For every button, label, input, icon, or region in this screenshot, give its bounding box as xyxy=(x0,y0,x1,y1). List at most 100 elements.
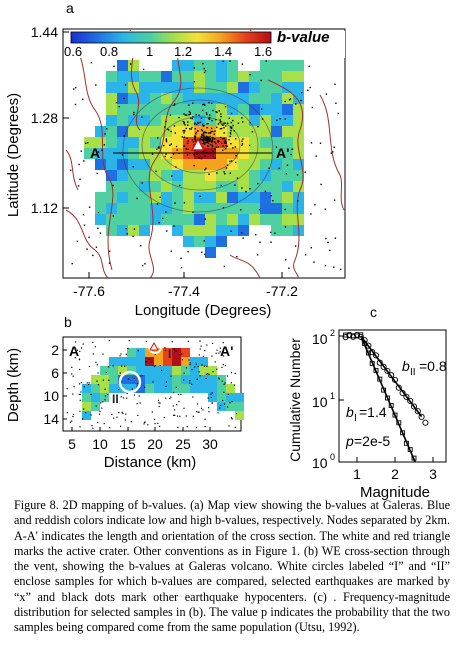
colorbar-tick: 0.8 xyxy=(100,44,118,59)
hypocenter-dot xyxy=(209,135,211,138)
hypocenter-dot xyxy=(199,375,201,377)
hypocenter-dot xyxy=(66,388,68,390)
bvalue-cell xyxy=(238,82,249,93)
b-ii-symbol: b xyxy=(402,358,410,374)
hypocenter-dot xyxy=(207,142,210,144)
hypocenter-dot xyxy=(159,425,161,427)
hypocenter-dot xyxy=(211,402,213,404)
hypocenter-dot xyxy=(197,121,199,124)
y-tick-label: 1.44 xyxy=(31,24,58,40)
hypocenter-dot xyxy=(211,145,214,147)
bvalue-cell xyxy=(163,384,172,393)
bvalue-cell xyxy=(227,60,238,71)
hypocenter-dot xyxy=(183,379,185,381)
bvalue-cell xyxy=(161,104,172,115)
hypocenter-dot xyxy=(251,131,254,133)
hypocenter-dot xyxy=(120,425,122,427)
hypocenter-dot xyxy=(79,368,81,371)
hypocenter-dot xyxy=(308,65,310,67)
hypocenter-dot xyxy=(131,388,133,390)
xs-y-axis-label: Depth (km) xyxy=(5,348,22,422)
hypocenter-dot xyxy=(126,233,128,235)
hypocenter-dot xyxy=(230,372,233,374)
bvalue-cell xyxy=(183,236,194,247)
hypocenter-dot xyxy=(332,151,334,153)
bvalue-cell xyxy=(172,357,181,366)
hypocenter-dot xyxy=(330,152,333,154)
bvalue-cell xyxy=(260,71,271,82)
hypocenter-dot xyxy=(193,153,195,156)
hypocenter-dot xyxy=(236,255,238,258)
bvalue-cell xyxy=(82,393,91,402)
hypocenter-dot xyxy=(92,254,94,257)
hypocenter-dot xyxy=(203,138,205,140)
hypocenter-dot xyxy=(224,382,226,384)
bvalue-cell xyxy=(271,104,282,115)
bvalue-cell xyxy=(106,93,117,104)
hypocenter-dot xyxy=(95,405,97,407)
bvalue-cell xyxy=(136,384,145,393)
bvalue-cell xyxy=(172,159,183,170)
bvalue-cell xyxy=(238,203,249,214)
bvalue-cell xyxy=(282,104,293,115)
bvalue-cell xyxy=(139,214,150,225)
colorbar-ticks: 0.6 0.8 1 1.2 1.4 1.6 xyxy=(64,44,272,59)
bvalue-cell xyxy=(150,170,161,181)
hypocenter-dot xyxy=(307,89,309,91)
panel-a-label: a xyxy=(66,0,74,16)
hypocenter-dot xyxy=(285,259,287,261)
hypocenter-dot xyxy=(118,412,120,414)
hypocenter-dot xyxy=(175,145,178,148)
hypocenter-dot xyxy=(213,141,216,143)
hypocenter-dot xyxy=(226,375,228,377)
bvalue-cell xyxy=(271,126,282,137)
hypocenter-dot xyxy=(241,232,243,234)
hypocenter-dot xyxy=(76,349,79,351)
bvalue-cell xyxy=(139,115,150,126)
hypocenter-dot xyxy=(229,160,231,163)
bvalue-cell xyxy=(183,214,194,225)
hypocenter-dot xyxy=(200,345,202,347)
bvalue-cell xyxy=(161,126,172,137)
bvalue-cell xyxy=(139,82,150,93)
bvalue-cell xyxy=(227,203,238,214)
bvalue-cell xyxy=(145,366,154,375)
bvalue-cell xyxy=(208,366,217,375)
bvalue-cell xyxy=(205,170,216,181)
fmd-y-ticks: 10 2 10 1 10 0 xyxy=(312,328,335,471)
bvalue-cell xyxy=(293,93,304,104)
hypocenter-dot xyxy=(189,111,191,114)
hypocenter-dot xyxy=(142,68,145,71)
bvalue-cell xyxy=(227,214,238,225)
hypocenter-dot xyxy=(112,215,114,217)
hypocenter-dot xyxy=(304,171,306,173)
bvalue-cell xyxy=(183,192,194,203)
hypocenter-dot xyxy=(294,245,297,247)
bvalue-cell xyxy=(100,384,109,393)
hypocenter-dot xyxy=(165,211,167,213)
bvalue-cell xyxy=(145,348,154,357)
bvalue-cell xyxy=(95,126,106,137)
xs-x-axis-label: Distance (km) xyxy=(104,454,197,471)
hypocenter-dot xyxy=(220,113,222,115)
bvalue-cell xyxy=(216,225,227,236)
hypocenter-dot xyxy=(204,418,206,420)
hypocenter-dot xyxy=(193,67,195,69)
bvalue-cell xyxy=(293,214,304,225)
bvalue-cell xyxy=(293,126,304,137)
hypocenter-dot xyxy=(165,381,167,383)
hypocenter-dot xyxy=(219,404,222,407)
hypocenter-dot xyxy=(224,122,226,124)
bvalue-cell xyxy=(227,192,238,203)
hypocenter-dot xyxy=(189,364,191,366)
bvalue-cell xyxy=(271,137,282,148)
bvalue-cell xyxy=(117,159,128,170)
bvalue-cell xyxy=(282,115,293,126)
hypocenter-dot xyxy=(69,421,71,423)
bvalue-cell xyxy=(163,375,172,384)
bvalue-cell xyxy=(216,236,227,247)
hypocenter-dot xyxy=(83,224,86,226)
hypocenter-dot xyxy=(203,150,205,152)
hypocenter-dot xyxy=(286,164,289,166)
hypocenter-dot xyxy=(71,366,73,368)
